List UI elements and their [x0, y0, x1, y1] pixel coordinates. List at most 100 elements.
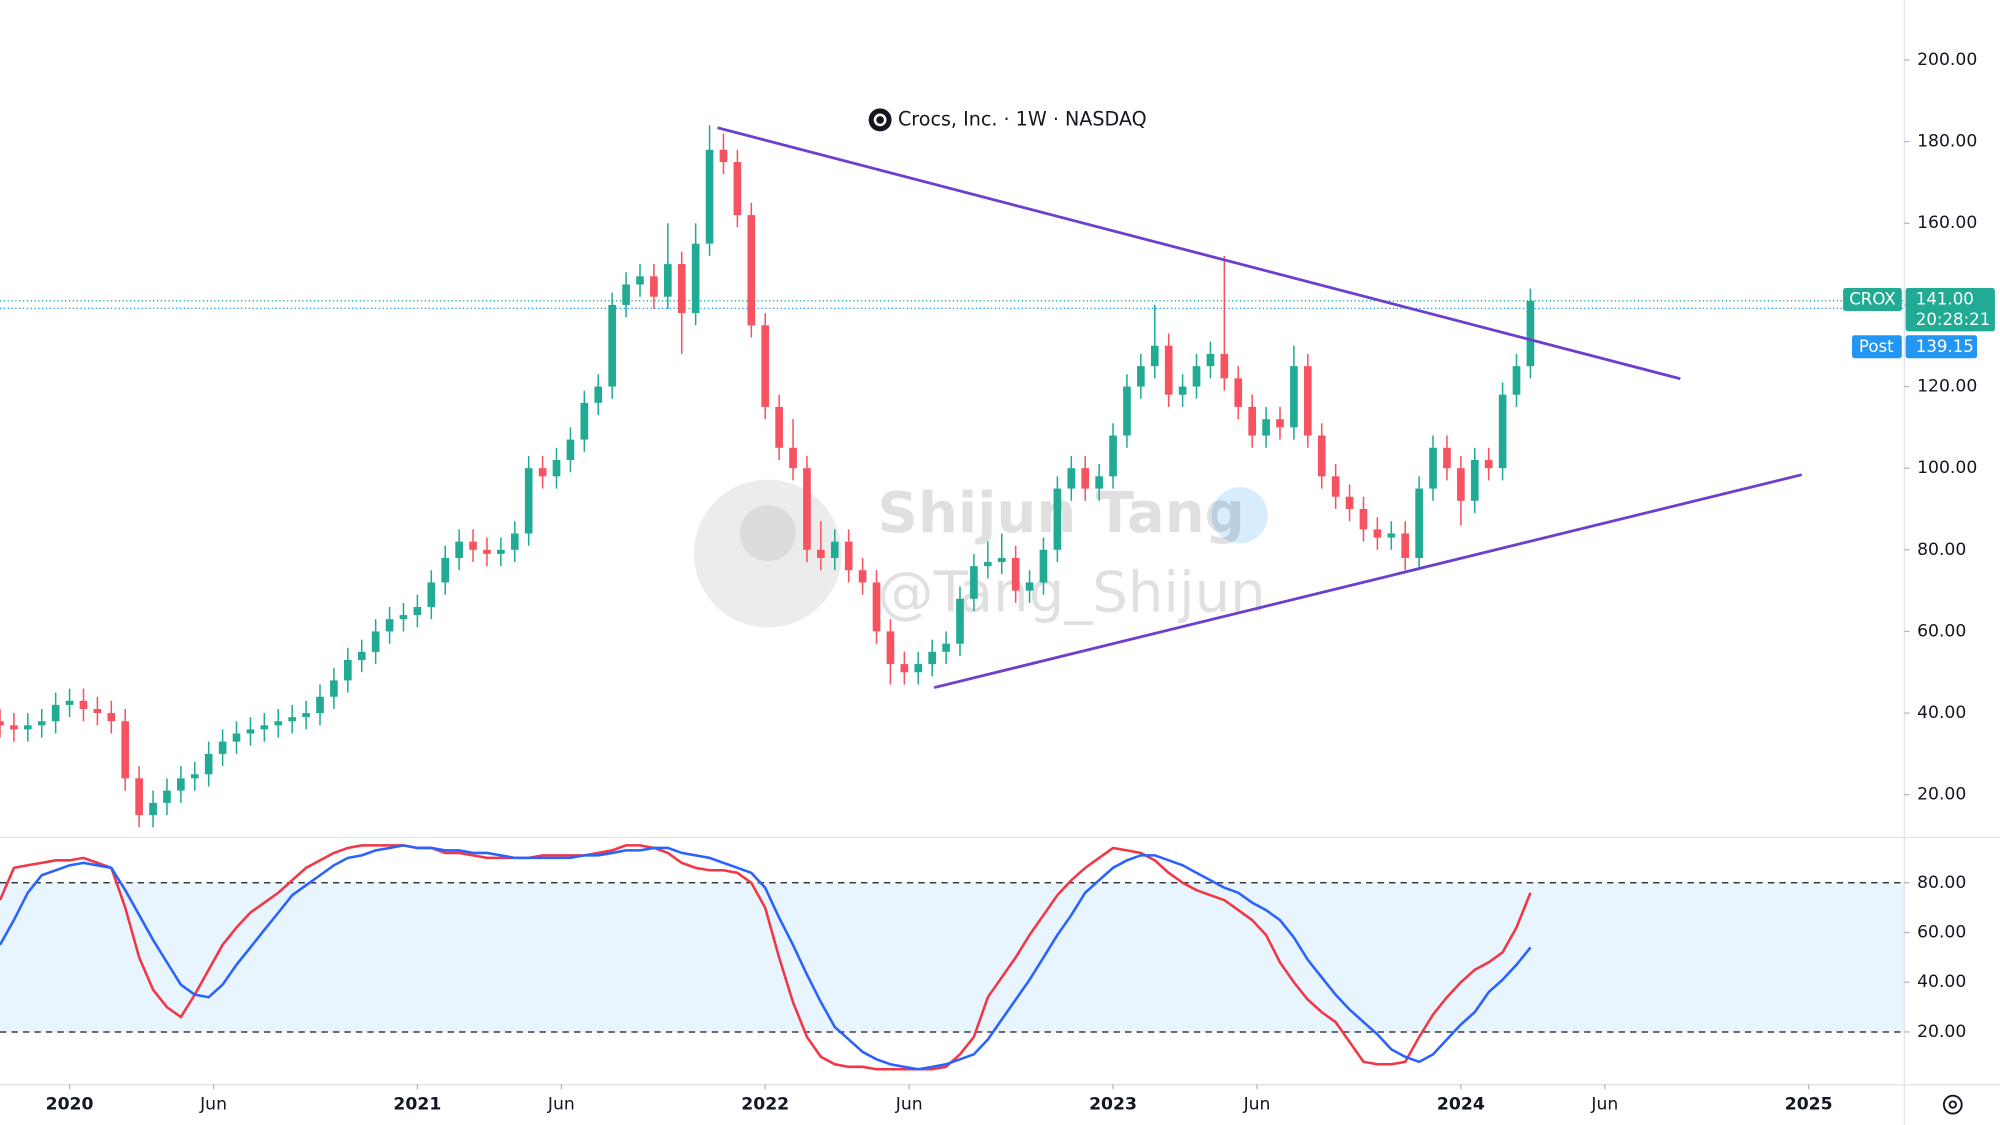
candle-body — [900, 664, 909, 673]
candle-body — [733, 162, 742, 216]
candle-body — [1484, 460, 1493, 469]
candle-body — [663, 264, 672, 297]
candle-body — [914, 664, 923, 673]
avatar-head — [739, 505, 796, 562]
tag-countdown: 20:28:21 — [1916, 310, 1990, 329]
x-tick-label: Jun — [199, 1095, 227, 1115]
chart-title: Crocs, Inc. · 1W · NASDAQ — [898, 107, 1147, 130]
candle-body — [399, 615, 408, 620]
candle-body — [107, 713, 116, 722]
candle-body — [1317, 435, 1326, 477]
candle-body — [1290, 366, 1298, 428]
candle-body — [1137, 366, 1145, 387]
candle-body — [1373, 529, 1382, 538]
x-tick-label: Jun — [1243, 1095, 1271, 1115]
y-tick-label: 60.00 — [1917, 621, 1966, 641]
x-tick-label: 2020 — [46, 1095, 94, 1115]
candle-body — [371, 631, 380, 652]
candle-body — [997, 557, 1006, 563]
candle-body — [1303, 366, 1312, 436]
candle-body — [636, 276, 644, 285]
candle-body — [942, 643, 950, 652]
tag-name: Post — [1859, 337, 1894, 356]
candle-body — [1512, 366, 1521, 395]
candle-body — [23, 725, 32, 730]
candle-body — [705, 149, 714, 244]
candle-body — [204, 753, 213, 775]
candle-body — [121, 721, 130, 779]
logo-mark — [873, 113, 887, 127]
candle-body — [316, 696, 324, 714]
candle-body — [274, 721, 283, 726]
tag-name-box — [1843, 288, 1902, 312]
candle-body — [983, 562, 992, 567]
candle-body — [497, 549, 505, 554]
candle-body — [1025, 582, 1034, 591]
candle-body — [330, 680, 338, 697]
y-tick-label: 60.00 — [1917, 923, 1966, 943]
candle-body — [789, 447, 797, 469]
y-tick-label: 100.00 — [1917, 458, 1977, 478]
candle-body — [970, 566, 978, 599]
candle-body — [872, 582, 881, 632]
x-tick-label: Jun — [895, 1095, 923, 1115]
candle-body — [1248, 406, 1256, 436]
candle-body — [1443, 447, 1451, 469]
candle-body — [566, 439, 575, 461]
candle-body — [719, 149, 728, 163]
tag-value-box — [1905, 335, 1978, 359]
y-tick-label: 200.00 — [1917, 50, 1977, 70]
candle-body — [260, 725, 269, 730]
candle-body — [79, 700, 88, 709]
candle-body — [385, 619, 394, 632]
candle-body — [1109, 435, 1117, 477]
y-tick-label: 120.00 — [1917, 377, 1977, 397]
indicator-line — [0, 844, 1532, 1071]
y-tick-label: 20.00 — [1917, 785, 1966, 805]
settings-icon[interactable] — [1942, 1094, 1963, 1115]
title-group: Crocs, Inc. · 1W · NASDAQ — [868, 107, 1147, 132]
candle-body — [1526, 300, 1535, 367]
candle-body — [288, 717, 296, 722]
candle-body — [10, 725, 18, 730]
candle-body — [177, 778, 185, 791]
candle-body — [483, 549, 491, 554]
candle-body — [1039, 549, 1048, 583]
tag-name: CROX — [1849, 290, 1895, 309]
candle-body — [343, 660, 352, 681]
y-tick-label: 40.00 — [1917, 972, 1966, 992]
candle-body — [803, 468, 811, 550]
candle-body — [1415, 488, 1423, 558]
candle-body — [622, 284, 630, 305]
candle-body — [650, 276, 658, 297]
candle-body — [163, 790, 171, 803]
trend-line — [717, 126, 1681, 381]
candle-body — [302, 713, 310, 718]
candle-body — [65, 700, 74, 705]
candle-body — [1053, 488, 1062, 550]
candle-body — [538, 468, 547, 477]
candle-body — [886, 631, 895, 665]
watermark: Shijun Tang @Tang_Shijun — [0, 479, 1905, 1032]
candle-body — [1359, 508, 1368, 530]
candle-body — [524, 468, 533, 534]
candle-body — [441, 557, 450, 583]
candle-body — [1234, 378, 1243, 407]
y-tick-label: 80.00 — [1917, 873, 1966, 893]
candle-body — [1429, 447, 1437, 489]
settings-gear-center[interactable] — [1948, 1100, 1957, 1109]
tag-name-box — [1852, 335, 1902, 359]
candle-body — [580, 402, 589, 440]
candle-body — [594, 386, 603, 403]
candle-body — [1331, 476, 1340, 497]
candle-body — [427, 582, 436, 607]
candle-body — [1457, 468, 1465, 501]
settings-gear[interactable] — [1942, 1094, 1963, 1115]
tag-value-box — [1905, 288, 1995, 332]
y-tick-label: 180.00 — [1917, 132, 1977, 152]
candle-body — [928, 651, 936, 665]
candle-body — [1220, 353, 1229, 379]
candle-body — [1178, 386, 1187, 395]
